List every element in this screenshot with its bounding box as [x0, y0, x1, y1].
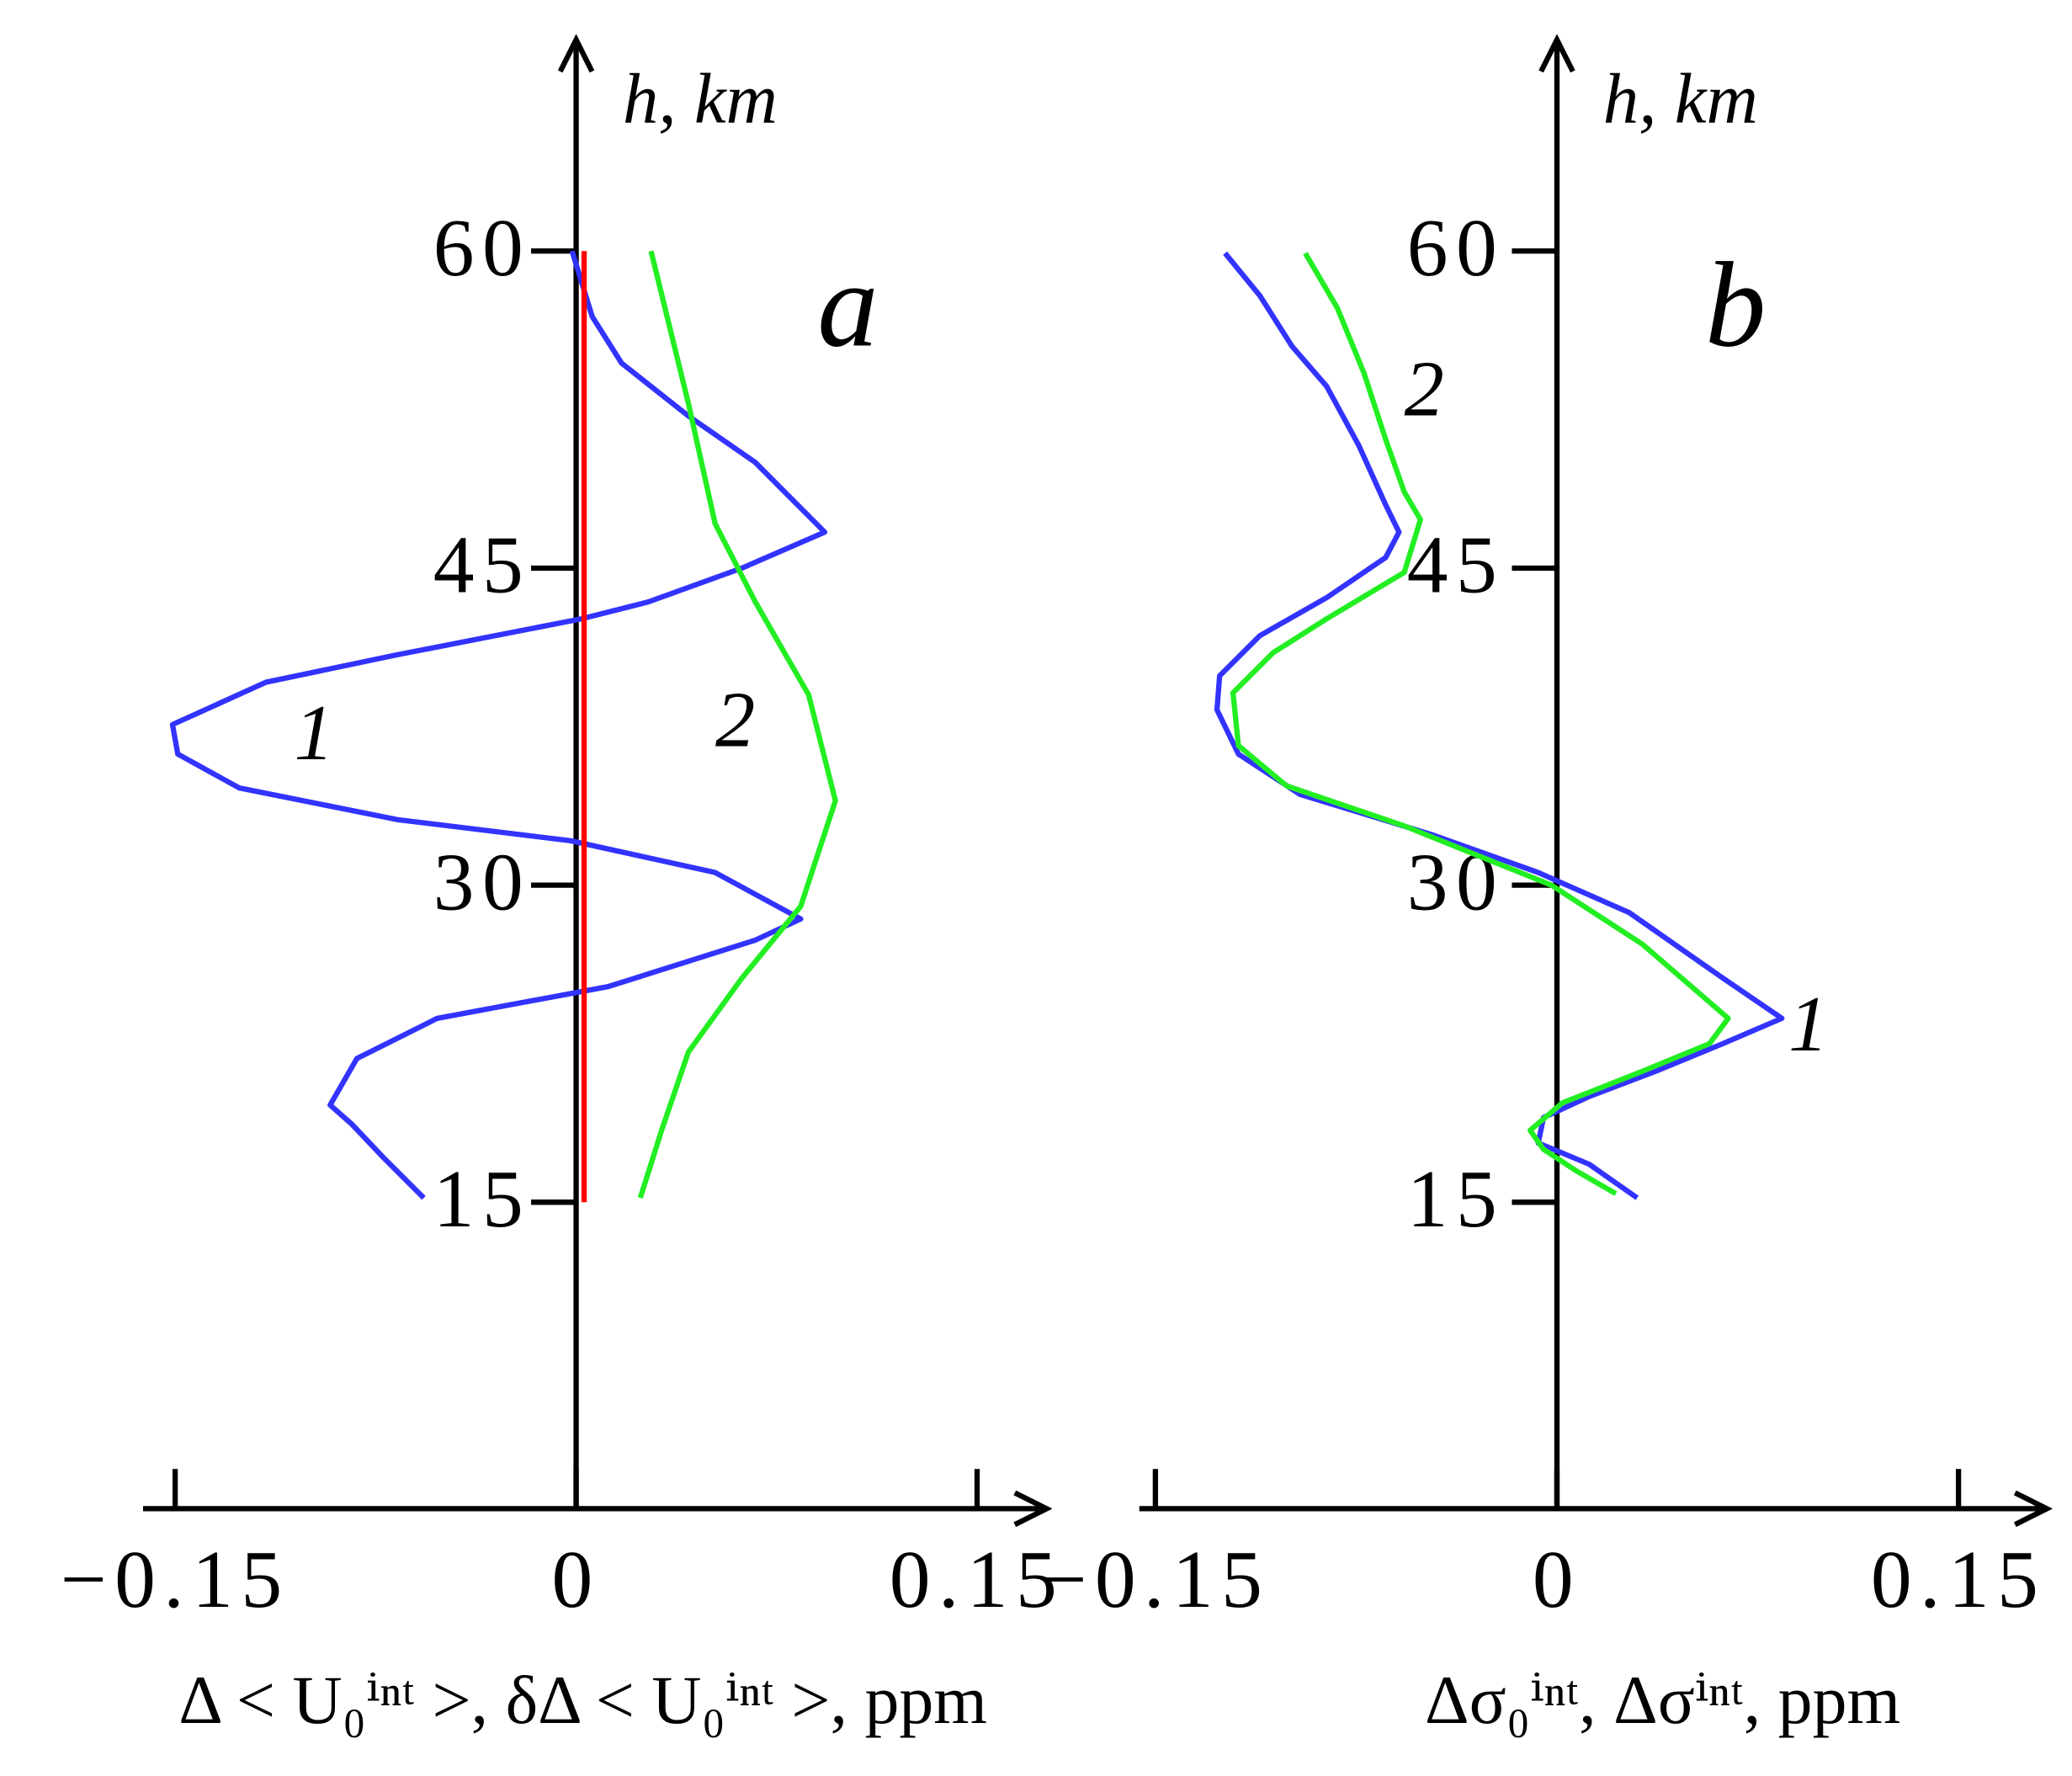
series-label: 1: [1788, 981, 1828, 1068]
x-tick-label: 0: [551, 1534, 600, 1625]
x-tick-label: −0.15: [1040, 1534, 1270, 1625]
series-label: 1: [294, 689, 333, 777]
x-tick-label: 0.15: [890, 1534, 1065, 1625]
series-label: 2: [1405, 345, 1444, 433]
x-tick-label: −0.15: [61, 1534, 290, 1625]
y-tick-label: 45: [433, 520, 531, 611]
line-series: [1214, 251, 1785, 1200]
panel-title: b: [1705, 238, 1766, 373]
y-tick-label: 60: [433, 203, 531, 294]
x-tick-label: 0: [1533, 1534, 1581, 1625]
series-label: 2: [715, 676, 755, 763]
y-axis-label: h, km: [623, 59, 778, 138]
panel-title: a: [817, 238, 878, 373]
y-tick-label: 60: [1407, 203, 1505, 294]
line-series: [1230, 252, 1731, 1196]
y-tick-label: 15: [1407, 1154, 1505, 1245]
y-tick-label: 30: [433, 837, 531, 928]
line-series: [637, 250, 838, 1199]
line-series: [169, 250, 828, 1200]
y-tick-label: 15: [433, 1154, 531, 1245]
y-axis-label: h, km: [1603, 59, 1758, 138]
y-tick-label: 30: [1407, 837, 1505, 928]
x-axis-label: Δσ₀ⁱⁿᵗ, Δσⁱⁿᵗ, ppm: [1425, 1662, 1900, 1738]
x-tick-label: 0.15: [1871, 1534, 2047, 1625]
y-tick-label: 45: [1407, 520, 1505, 611]
x-axis-label: Δ < U₀ⁱⁿᵗ >, δΔ < U₀ⁱⁿᵗ >, ppm: [178, 1662, 987, 1738]
